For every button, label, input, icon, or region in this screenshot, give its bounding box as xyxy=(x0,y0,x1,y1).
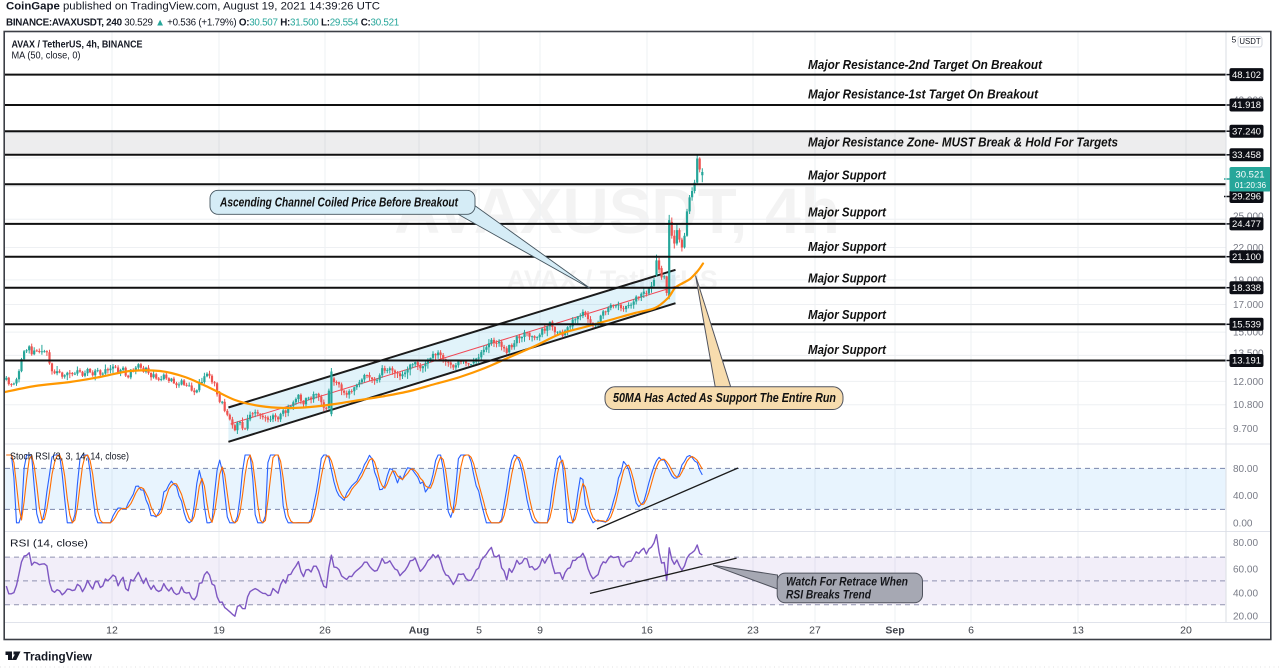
svg-text:80.00: 80.00 xyxy=(1233,538,1258,549)
svg-text:5: 5 xyxy=(1232,35,1237,45)
svg-text:41.918: 41.918 xyxy=(1232,100,1261,111)
svg-text:6: 6 xyxy=(968,625,974,637)
svg-text:01:20:36: 01:20:36 xyxy=(1235,181,1267,190)
svg-text:USDT: USDT xyxy=(1239,37,1260,46)
svg-text:RSI (14, close): RSI (14, close) xyxy=(10,538,88,550)
svg-text:Major Support: Major Support xyxy=(808,272,887,286)
svg-text:30.521: 30.521 xyxy=(1235,170,1264,181)
svg-text:13.500: 13.500 xyxy=(1233,348,1264,359)
svg-text:60.00: 60.00 xyxy=(1233,565,1258,576)
svg-text:19: 19 xyxy=(213,625,225,637)
svg-text:21.100: 21.100 xyxy=(1232,252,1261,263)
svg-text:22.000: 22.000 xyxy=(1233,243,1264,254)
svg-text:Major Support: Major Support xyxy=(808,308,887,322)
svg-text:Major Support: Major Support xyxy=(808,169,887,183)
svg-text:9: 9 xyxy=(537,625,543,637)
svg-text:13.191: 13.191 xyxy=(1232,356,1261,367)
svg-text:Major Support: Major Support xyxy=(808,240,887,254)
svg-text:12.000: 12.000 xyxy=(1233,377,1264,388)
svg-text:13: 13 xyxy=(1072,625,1084,637)
svg-text:25.000: 25.000 xyxy=(1233,212,1264,223)
svg-text:Major Support: Major Support xyxy=(808,206,887,220)
svg-text:18.338: 18.338 xyxy=(1232,283,1261,294)
svg-text:BINANCE:AVAXUSDT, 240 30.529: BINANCE:AVAXUSDT, 240 30.529 ▲ +0.536 (+… xyxy=(6,17,399,28)
svg-text:Ascending Channel Coiled Price: Ascending Channel Coiled Price Before Br… xyxy=(219,196,458,210)
svg-text:10.800: 10.800 xyxy=(1233,400,1264,411)
svg-text:17.000: 17.000 xyxy=(1233,300,1264,311)
svg-text:20: 20 xyxy=(1180,625,1192,637)
svg-text:26: 26 xyxy=(319,625,331,637)
svg-text:MA (50, close, 0): MA (50, close, 0) xyxy=(12,51,81,62)
svg-text:27: 27 xyxy=(809,625,821,637)
svg-text:Aug: Aug xyxy=(409,625,429,637)
svg-text:12: 12 xyxy=(106,625,118,637)
svg-text:CoinGape published on TradingV: CoinGape published on TradingView.com, A… xyxy=(6,1,380,13)
svg-text:29.296: 29.296 xyxy=(1232,192,1261,203)
svg-text:50MA Has Acted As Support The: 50MA Has Acted As Support The Entire Run xyxy=(613,391,836,405)
svg-text:Major Support: Major Support xyxy=(808,343,887,357)
svg-text:RSI Breaks Trend: RSI Breaks Trend xyxy=(786,588,872,602)
svg-text:24.477: 24.477 xyxy=(1232,219,1261,230)
svg-text:Sep: Sep xyxy=(885,625,904,637)
svg-text:Major Resistance-2nd Target On: Major Resistance-2nd Target On Breakout xyxy=(808,58,1043,72)
svg-text:40.00: 40.00 xyxy=(1233,588,1258,599)
svg-text:0.00: 0.00 xyxy=(1233,519,1253,530)
svg-text:Watch For Retrace When: Watch For Retrace When xyxy=(786,575,908,589)
svg-text:5: 5 xyxy=(476,625,482,637)
svg-text:Major Resistance-1st Target On: Major Resistance-1st Target On Breakout xyxy=(808,88,1039,102)
svg-text:16: 16 xyxy=(641,625,653,637)
svg-text:33.458: 33.458 xyxy=(1232,150,1261,161)
svg-text:15.539: 15.539 xyxy=(1232,320,1261,331)
svg-text:80.00: 80.00 xyxy=(1233,464,1258,475)
svg-text:9.700: 9.700 xyxy=(1233,424,1258,435)
svg-text:20.00: 20.00 xyxy=(1233,612,1258,623)
svg-text:40.00: 40.00 xyxy=(1233,491,1258,502)
svg-text:TradingView: TradingView xyxy=(24,650,93,664)
svg-text:48.102: 48.102 xyxy=(1232,70,1261,81)
svg-text:37.240: 37.240 xyxy=(1232,126,1261,137)
svg-text:AVAX / TetherUS, 4h, BINANCE: AVAX / TetherUS, 4h, BINANCE xyxy=(12,40,143,51)
svg-text:15.000: 15.000 xyxy=(1233,328,1264,339)
svg-text:Major Resistance Zone- MUST Br: Major Resistance Zone- MUST Break & Hold… xyxy=(808,136,1118,150)
svg-text:Stoch RSI (3, 3, 14, 14, close: Stoch RSI (3, 3, 14, 14, close) xyxy=(10,450,129,462)
svg-text:19.000: 19.000 xyxy=(1233,275,1264,286)
svg-text:23: 23 xyxy=(747,625,759,637)
